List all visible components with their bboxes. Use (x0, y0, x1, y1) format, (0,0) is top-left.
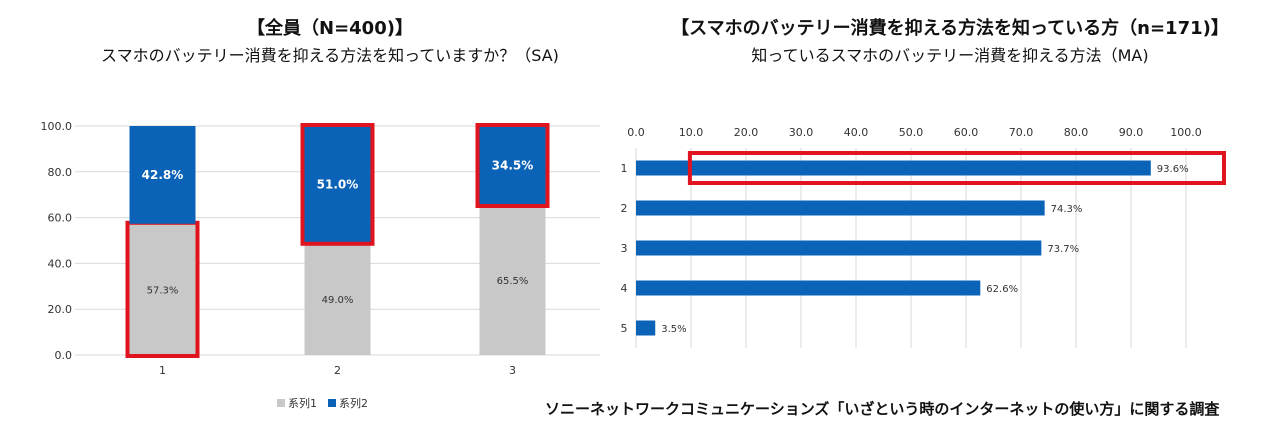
left-x-tick-label: 3 (509, 364, 516, 377)
left-y-tick-label: 0.0 (55, 349, 73, 362)
right-y-tick-label: 4 (621, 282, 628, 295)
right-y-tick-label: 5 (621, 322, 628, 335)
left-data-label: 65.5% (497, 276, 529, 287)
right-data-label: 62.6% (986, 284, 1018, 295)
left-bar-series2 (129, 126, 196, 224)
right-x-tick-label: 40.0 (844, 126, 869, 139)
left-y-tick-label: 20.0 (48, 303, 73, 316)
left-bar-series1 (304, 242, 371, 355)
right-x-tick-label: 30.0 (789, 126, 814, 139)
right-y-tick-label: 3 (621, 242, 628, 255)
left-data-label: 51.0% (317, 177, 359, 191)
legend-label-series1: 系列1 (288, 396, 317, 410)
left-data-label: 49.0% (322, 295, 354, 306)
left-x-tick-label: 2 (334, 364, 341, 377)
right-bar (636, 200, 1045, 216)
left-y-tick-label: 80.0 (48, 166, 73, 179)
left-bar-series1 (129, 223, 196, 355)
left-y-tick-label: 60.0 (48, 212, 73, 225)
left-bar-series2 (479, 126, 546, 206)
right-x-tick-label: 80.0 (1064, 126, 1089, 139)
left-highlight-box (475, 123, 550, 209)
left-bar-series1 (479, 205, 546, 355)
left-data-label: 57.3% (147, 285, 179, 296)
right-chart-subtitle: 知っているスマホのバッテリー消費を抑える方法（MA) (751, 46, 1149, 65)
right-y-tick-label: 1 (621, 162, 628, 175)
right-x-tick-label: 0.0 (627, 126, 645, 139)
left-x-tick-label: 1 (159, 364, 166, 377)
right-bar (636, 320, 656, 336)
right-y-tick-label: 2 (621, 202, 628, 215)
right-x-tick-label: 10.0 (679, 126, 704, 139)
right-x-tick-label: 70.0 (1009, 126, 1034, 139)
right-chart-title: 【スマホのバッテリー消費を抑える方法を知っている方（n=171)】 (671, 18, 1229, 39)
source-footer: ソニーネットワークコミュニケーションズ「いざという時のインターネットの使い方」に… (545, 400, 1220, 418)
right-bar (636, 240, 1042, 256)
legend-swatch-series1 (277, 399, 285, 407)
left-data-label: 34.5% (492, 159, 534, 173)
right-data-label: 93.6% (1157, 164, 1189, 175)
left-data-label: 42.8% (142, 168, 184, 182)
right-x-tick-label: 20.0 (734, 126, 759, 139)
right-x-tick-label: 50.0 (899, 126, 924, 139)
left-highlight-box (300, 123, 375, 246)
left-y-tick-label: 100.0 (41, 120, 73, 133)
left-chart-subtitle: スマホのバッテリー消費を抑える方法を知っていますか？（SA) (101, 46, 559, 65)
legend-swatch-series2 (328, 399, 336, 407)
left-bar-series2 (304, 126, 371, 243)
right-x-tick-label: 100.0 (1170, 126, 1202, 139)
right-data-label: 73.7% (1047, 244, 1079, 255)
right-x-tick-label: 90.0 (1119, 126, 1144, 139)
right-data-label: 3.5% (661, 324, 686, 335)
legend-label-series2: 系列2 (339, 396, 368, 410)
right-data-label: 74.3% (1051, 204, 1083, 215)
left-chart-title: 【全員（N=400)】 (247, 18, 413, 39)
left-y-tick-label: 40.0 (48, 257, 73, 270)
right-bar (636, 280, 981, 296)
right-bar (636, 160, 1151, 176)
right-highlight-box (687, 151, 1226, 185)
right-x-tick-label: 60.0 (954, 126, 979, 139)
